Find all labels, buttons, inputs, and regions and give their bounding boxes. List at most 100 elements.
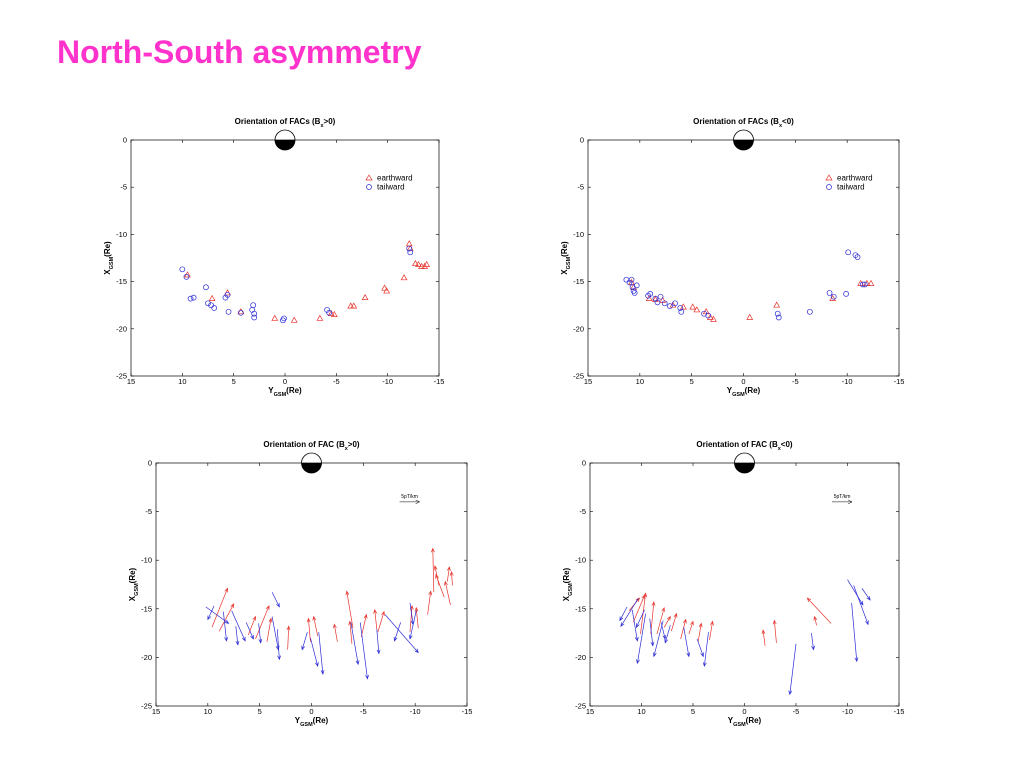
tailward-point: [251, 314, 258, 321]
earthward-point: [706, 313, 714, 320]
earth-icon: [733, 129, 754, 151]
tailward-point: [677, 305, 684, 311]
tailward-point: [774, 310, 781, 317]
x-tick-label: 10: [637, 707, 645, 716]
y-tick-label: -15: [116, 277, 127, 286]
tailward-point: [654, 299, 661, 306]
legend-earthward-label: earthward: [837, 174, 873, 183]
tailward-point: [222, 294, 229, 301]
tailward-point: [203, 284, 209, 291]
tailward-vector: [384, 614, 419, 654]
tailward-point: [672, 300, 678, 307]
x-axis-label: YGSM(Re): [727, 386, 761, 398]
tailward-vector: [376, 629, 381, 655]
earthward-point: [679, 303, 687, 310]
y-tick-label: -15: [575, 604, 586, 613]
earthward-point: [350, 302, 358, 309]
tailward-vector: [276, 629, 281, 661]
x-tick-label: 0: [741, 377, 745, 386]
earthward-point: [330, 310, 338, 317]
chart-svg: Orientation of FAC (Bx<0) 15 10 5 0 -5 -10 -15 0…: [562, 440, 904, 728]
tailward-point: [852, 252, 859, 259]
earthward-vector: [409, 604, 414, 633]
earthward-vector: [373, 608, 378, 630]
tailward-vector: [350, 622, 360, 666]
earthward-vector: [286, 625, 291, 650]
legend-earthward-label: earthward: [377, 174, 413, 183]
earthward-point: [867, 279, 875, 286]
earthward-vector: [306, 617, 311, 642]
x-tick-label: -15: [434, 377, 445, 386]
earthward-point: [316, 314, 324, 321]
tailward-point: [281, 315, 287, 322]
x-tick-label: -15: [462, 707, 473, 716]
tailward-vector: [271, 592, 280, 608]
tailward-vector: [635, 609, 645, 629]
earthward-point: [415, 260, 422, 267]
x-axis-label: YGSM(Re): [295, 716, 329, 728]
tailward-point: [251, 310, 258, 317]
y-axis-label: XGSM(Re): [103, 241, 115, 275]
tailward-point: [633, 282, 640, 289]
tailward-point: [631, 290, 638, 296]
x-tick-label: -15: [894, 377, 905, 386]
earthward-vector: [435, 573, 445, 598]
tailward-vector: [310, 637, 319, 668]
earthward-vector: [360, 613, 368, 638]
tailward-point: [406, 245, 413, 252]
scale-label: 5pT/km: [834, 494, 851, 500]
earthward-vector: [247, 615, 256, 636]
y-tick-label: -10: [575, 556, 586, 565]
x-tick-label: -5: [792, 377, 799, 386]
y-tick-label: 0: [148, 459, 152, 468]
tailward-point: [205, 300, 211, 307]
earth-icon: [274, 129, 296, 151]
tailward-vector: [359, 622, 369, 680]
earthward-point: [421, 262, 429, 269]
x-tick-label: 15: [584, 377, 592, 386]
y-tick-label: -15: [573, 277, 584, 286]
chart-fac-vectors-bx-positive: Orientation of FAC (Bx>0) 15 10 5 0 -5 -10 -15 0…: [122, 440, 472, 730]
earthward-point: [829, 294, 837, 301]
tailward-point: [626, 279, 633, 286]
tailward-vector: [811, 633, 815, 651]
tailward-point: [806, 308, 813, 315]
chart-title: Orientation of FAC (Bx<0): [696, 440, 793, 452]
y-tick-label: -20: [573, 324, 584, 333]
y-tick-label: -20: [116, 324, 127, 333]
earthward-vector: [218, 603, 235, 632]
tailward-vector: [393, 622, 401, 642]
earthward-vector: [444, 580, 451, 605]
earthward-vector: [446, 566, 451, 582]
earthward-vector: [772, 619, 777, 643]
y-tick-label: -25: [116, 372, 127, 381]
tailward-point: [854, 254, 861, 260]
earthward-point: [693, 306, 701, 313]
tailward-point: [326, 309, 332, 316]
legend-tailward-label: tailward: [377, 183, 405, 192]
tailward-point: [667, 303, 673, 309]
earthward-vector: [345, 590, 354, 629]
earthward-vector: [333, 623, 338, 642]
tailward-vector: [853, 585, 869, 626]
tailward-point: [678, 308, 685, 315]
tailward-vector: [205, 606, 230, 624]
y-tick-label: -10: [116, 230, 127, 239]
tailward-point: [183, 274, 190, 280]
tailward-point: [249, 307, 255, 313]
y-tick-label: -25: [573, 372, 584, 381]
earthward-point: [689, 303, 697, 310]
tailward-point: [187, 295, 194, 302]
tailward-point: [661, 300, 668, 307]
earthward-vector: [671, 612, 678, 632]
y-tick-label: -20: [575, 653, 586, 662]
y-tick-label: -5: [579, 507, 586, 516]
scale-indicator: 5pT/km: [399, 494, 421, 505]
tailward-point: [845, 249, 852, 256]
scale-indicator: 5pT/km: [832, 494, 853, 505]
scale-arrow: [399, 499, 421, 505]
tailward-point: [826, 290, 833, 296]
chart-title: Orientation of FAC (Bx>0): [263, 440, 360, 452]
tailward-point: [623, 276, 630, 283]
